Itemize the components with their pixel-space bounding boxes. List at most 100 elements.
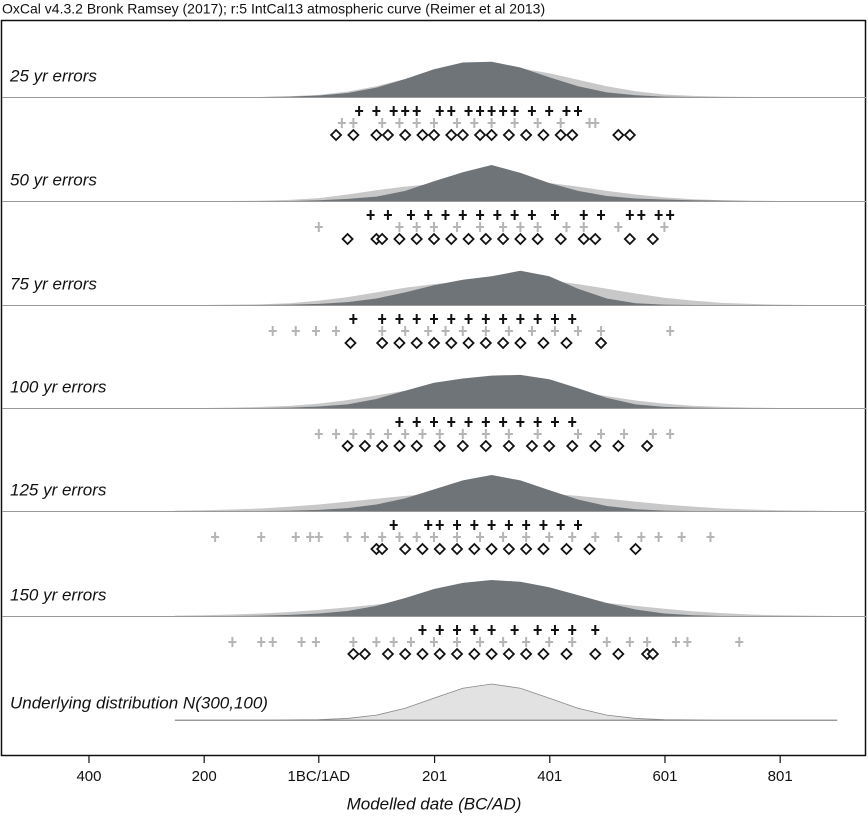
gray-cross-marker [430,118,438,128]
diamond-marker [433,439,447,453]
cross-marker [510,625,519,635]
gray-cross-marker [614,222,623,232]
diamond-marker [554,232,567,246]
gray-cross-marker [257,637,266,647]
gray-cross-marker [597,429,606,439]
diamond-marker [537,542,550,556]
gray-cross-marker [597,326,606,336]
cross-marker [464,314,473,324]
x-tick-label: 801 [768,768,793,785]
underlying-density [174,683,838,721]
cross-marker [418,625,427,635]
gray-cross-marker [383,429,392,439]
gray-cross-marker [648,429,657,439]
gray-cross-marker [568,532,577,542]
gray-cross-marker [453,118,462,128]
gray-cross-marker [458,429,467,439]
cross-marker [499,106,508,116]
x-tick-label: 200 [192,768,217,785]
gray-cross-marker [683,637,692,647]
gray-cross-marker [424,326,433,336]
gray-cross-marker [268,326,277,336]
cross-marker [470,520,479,530]
cross-marker [424,520,433,530]
cross-marker [510,106,519,116]
gray-cross-marker [614,532,623,542]
cross-marker [447,314,456,324]
cross-marker [504,520,513,530]
gray-cross-marker [637,532,646,542]
diamond-marker [393,232,406,246]
diamond-marker [496,232,510,246]
cross-marker [597,210,606,220]
diamond-marker [375,542,389,556]
cross-marker [654,210,663,220]
gray-cross-marker [378,118,387,128]
gray-cross-marker [395,118,404,128]
gray-cross-marker [314,429,323,439]
cross-marker [458,210,467,220]
diamond-marker [398,128,412,142]
cross-marker [447,417,456,427]
cross-marker [378,314,387,324]
gray-cross-marker [470,118,479,128]
gray-cross-marker [677,532,686,542]
cross-marker [355,106,364,116]
diamond-marker [445,128,458,142]
gray-cross-marker [337,118,346,128]
gray-cross-marker [533,429,542,439]
cross-marker [568,417,577,427]
gray-cross-marker [418,429,427,439]
diamond-marker [462,232,475,246]
cross-marker [533,314,542,324]
gray-cross-marker [620,429,629,439]
diamond-marker [583,542,596,556]
gray-cross-marker [291,532,300,542]
gray-cross-marker [311,637,320,647]
diamond-marker [560,336,573,350]
diamond-marker [612,128,625,142]
cross-marker [487,106,496,116]
diamond-marker [433,647,447,661]
gray-cross-marker [343,532,352,542]
diamond-marker [456,439,470,453]
cross-marker [574,106,582,116]
gray-cross-marker [481,429,490,439]
cross-marker [568,625,577,635]
chart-title: OxCal v4.3.2 Bronk Ramsey (2017); r:5 In… [2,1,545,17]
diamond-marker [577,232,591,246]
diamond-marker [358,647,372,661]
gray-cross-marker [504,429,513,439]
cross-marker [453,625,462,635]
cross-marker [366,210,375,220]
gray-cross-marker [568,637,577,647]
x-axis-label: Modelled date (BC/AD) [347,794,522,813]
gray-cross-marker [378,326,387,336]
gray-cross-marker [487,118,496,128]
cross-marker [539,520,548,530]
gray-cross-marker [476,222,485,232]
gray-cross-marker [516,222,525,232]
cross-marker [435,520,444,530]
diamond-marker [370,128,383,142]
diamond-marker [525,439,539,453]
diamond-marker [329,128,343,142]
diamond-marker [612,439,625,453]
x-tick-label: 401 [537,768,562,785]
cross-marker [487,625,496,635]
cross-marker [481,314,490,324]
cross-marker [637,210,646,220]
gray-cross-marker [349,637,358,647]
cross-marker [430,314,438,324]
diamond-marker [514,336,527,350]
cross-marker [383,210,392,220]
cross-marker [562,106,571,116]
cross-marker [389,106,398,116]
cross-marker [574,520,582,530]
gray-cross-marker [476,637,485,647]
gray-cross-marker [533,222,542,232]
diamond-marker [416,128,429,142]
diamond-marker [519,647,533,661]
gray-cross-marker [366,429,375,439]
cross-marker [430,417,438,427]
